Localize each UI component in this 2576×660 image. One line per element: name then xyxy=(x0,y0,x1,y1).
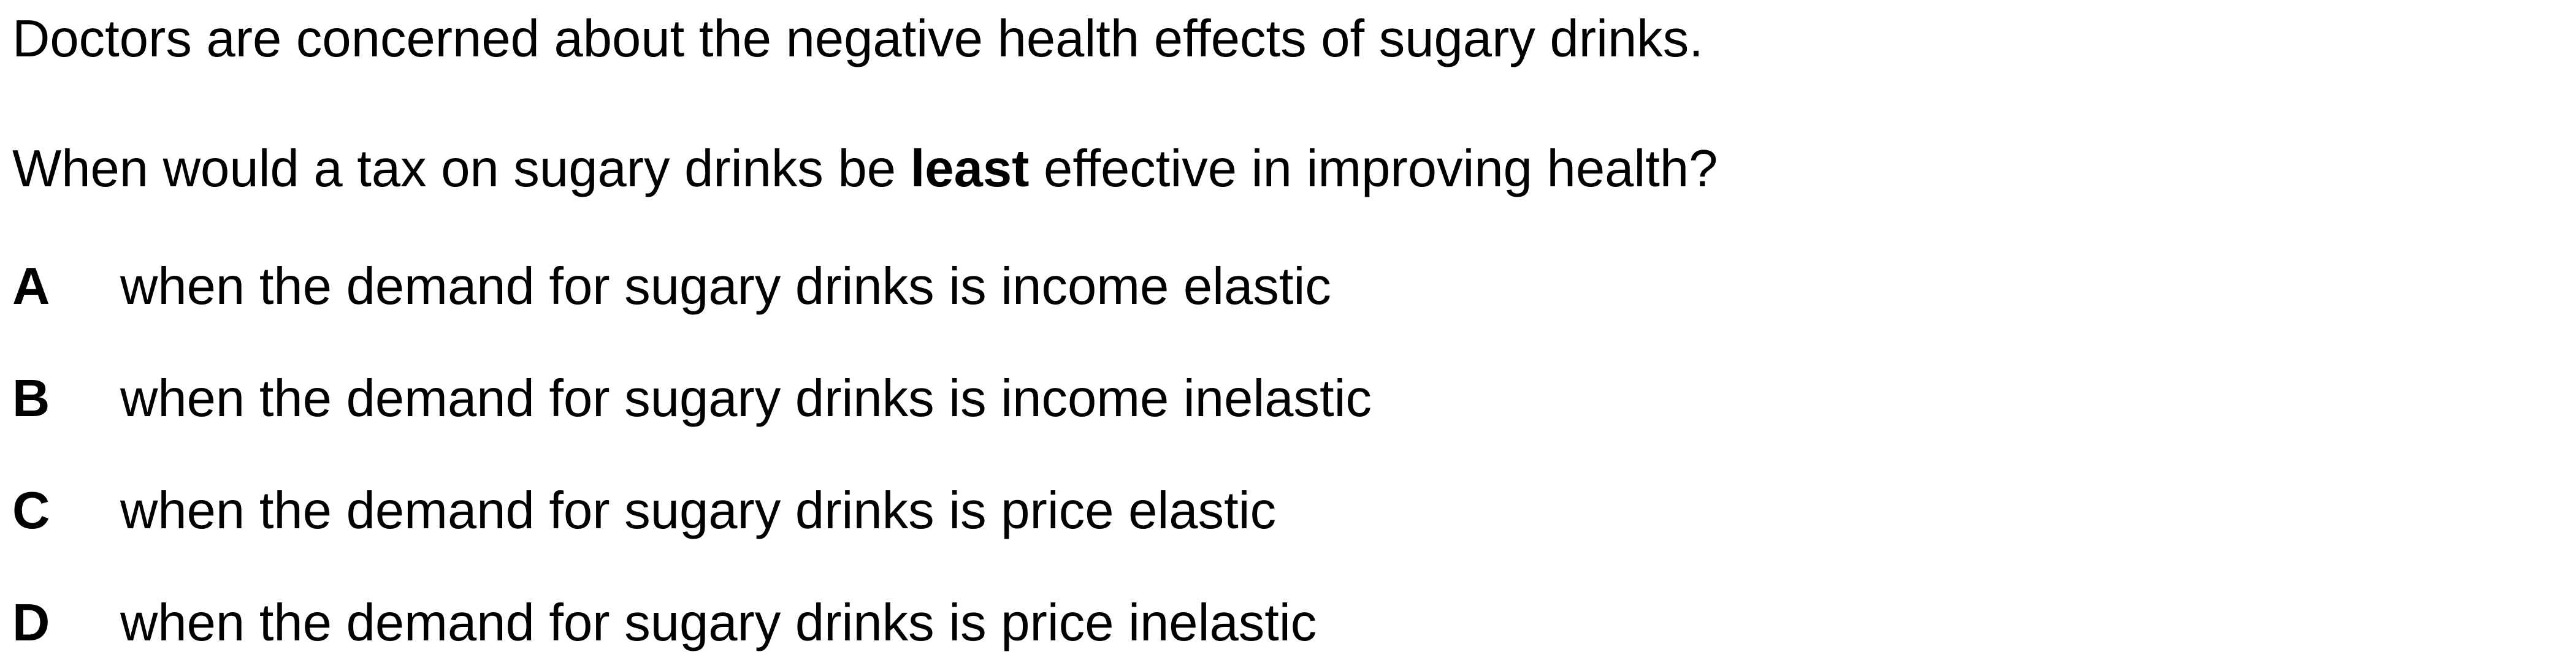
question-text: When would a tax on sugary drinks be lea… xyxy=(12,138,1718,200)
question-text-end: effective in improving health? xyxy=(1029,140,1718,198)
option-text: when the demand for sugary drinks is inc… xyxy=(120,370,1372,428)
question-text-start: When would a tax on sugary drinks be xyxy=(12,140,911,198)
option-letter: D xyxy=(12,594,50,652)
intro-text: Doctors are concerned about the negative… xyxy=(12,10,1703,68)
option-text: when the demand for sugary drinks is inc… xyxy=(120,257,1331,316)
option-text: when the demand for sugary drinks is pri… xyxy=(120,482,1277,540)
option-letter: C xyxy=(12,482,50,540)
option-letter: A xyxy=(12,257,50,316)
option-text: when the demand for sugary drinks is pri… xyxy=(120,594,1317,652)
question-emphasis: least xyxy=(910,140,1030,198)
option-letter: B xyxy=(12,370,50,428)
